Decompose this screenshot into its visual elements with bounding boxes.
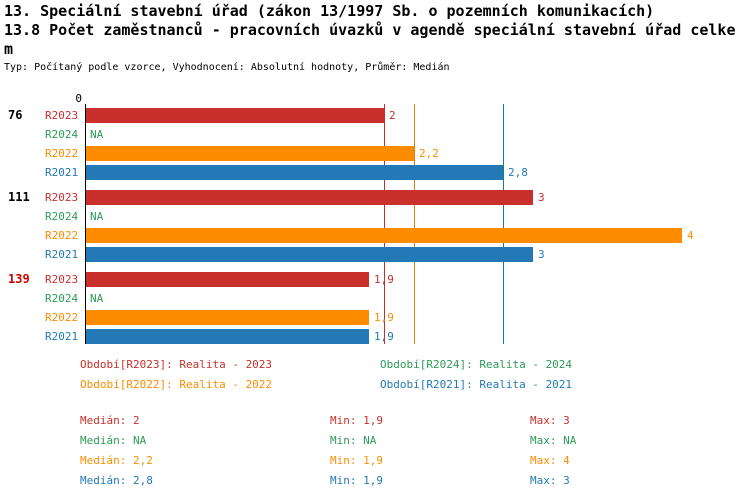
- series-label-r2024: R2024: [45, 292, 79, 305]
- stat-max-r2022: Max: 4: [530, 454, 570, 467]
- series-label-r2021: R2021: [45, 166, 79, 179]
- legend-item-r2022: Období[R2022]: Realita - 2022: [80, 378, 273, 391]
- bar-r2022: [86, 228, 682, 243]
- bar-r2022: [86, 146, 414, 161]
- stat-min-r2021: Min: 1,9: [330, 474, 383, 487]
- stat-min-r2023: Min: 1,9: [330, 414, 383, 427]
- value-label-r2022: 4: [687, 229, 694, 242]
- axis-zero-label: 0: [75, 92, 82, 105]
- bar-r2023: [86, 108, 384, 123]
- bar-r2021: [86, 165, 503, 180]
- stat-min-r2022: Min: 1,9: [330, 454, 383, 467]
- legend-item-r2023: Období[R2023]: Realita - 2023: [80, 358, 273, 371]
- legend-item-r2021: Období[R2021]: Realita - 2021: [380, 378, 573, 391]
- series-label-r2022: R2022: [45, 147, 79, 160]
- y-axis-line: [85, 104, 86, 344]
- bar-r2023: [86, 272, 369, 287]
- stat-median-r2023: Medián: 2: [80, 414, 140, 427]
- median-line-r2021: [503, 104, 504, 344]
- value-label-r2024: NA: [90, 128, 104, 141]
- stat-max-r2024: Max: NA: [530, 434, 577, 447]
- bar-r2021: [86, 329, 369, 344]
- value-label-r2022: 1,9: [374, 311, 394, 324]
- value-label-r2023: 2: [389, 109, 396, 122]
- value-label-r2023: 1,9: [374, 273, 394, 286]
- series-label-r2021: R2021: [45, 248, 79, 261]
- stats: Medián: 2 Min: 1,9 Max: 3 Medián: NA Min: NA…: [0, 414, 750, 498]
- stat-min-r2024: Min: NA: [330, 434, 377, 447]
- bar-r2021: [86, 247, 533, 262]
- series-label-r2023: R2023: [45, 109, 79, 122]
- stat-max-r2021: Max: 3: [530, 474, 570, 487]
- series-label-r2021: R2021: [45, 330, 79, 343]
- chart-subtitle: Typ: Počítaný podle vzorce, Vyhodnocení:…: [4, 62, 450, 73]
- series-label-r2023: R2023: [45, 191, 79, 204]
- group-label-139: 139: [8, 272, 30, 286]
- group-label-76: 76: [8, 108, 23, 122]
- group-label-111: 111: [8, 190, 30, 204]
- series-label-r2022: R2022: [45, 311, 79, 324]
- value-label-r2021: 3: [538, 248, 545, 261]
- stat-median-r2024: Medián: NA: [80, 434, 147, 447]
- title-line-2: 13.8 Počet zaměstnanců - pracovních úvaz…: [4, 21, 736, 58]
- value-label-r2024: NA: [90, 292, 104, 305]
- stat-median-r2021: Medián: 2,8: [80, 474, 153, 487]
- value-label-r2021: 2,8: [508, 166, 528, 179]
- value-label-r2021: 1,9: [374, 330, 394, 343]
- value-label-r2024: NA: [90, 210, 104, 223]
- bar-r2022: [86, 310, 369, 325]
- median-line-r2022: [414, 104, 415, 344]
- chart-titles: 13. Speciální stavební úřad (zákon 13/19…: [4, 2, 736, 59]
- bar-r2023: [86, 190, 533, 205]
- series-label-r2022: R2022: [45, 229, 79, 242]
- series-label-r2023: R2023: [45, 273, 79, 286]
- series-label-r2024: R2024: [45, 210, 79, 223]
- stat-median-r2022: Medián: 2,2: [80, 454, 153, 467]
- legend: Období[R2023]: Realita - 2023 Období[R202…: [0, 358, 750, 402]
- value-label-r2022: 2,2: [419, 147, 439, 160]
- series-label-r2024: R2024: [45, 128, 79, 141]
- bar-chart: 0 76 R2023 2 R2024 NA R2022 2,2 R2021 2,8 111 R202…: [8, 92, 694, 344]
- stat-max-r2023: Max: 3: [530, 414, 570, 427]
- value-label-r2023: 3: [538, 191, 545, 204]
- legend-item-r2024: Období[R2024]: Realita - 2024: [380, 358, 573, 371]
- median-line-r2023: [384, 104, 385, 344]
- title-line-1: 13. Speciální stavební úřad (zákon 13/19…: [4, 2, 655, 20]
